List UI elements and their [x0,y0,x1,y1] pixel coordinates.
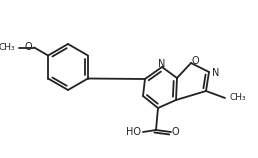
Text: CH₃: CH₃ [229,94,246,103]
Text: O: O [172,127,180,137]
Text: HO: HO [126,127,141,137]
Text: O: O [25,43,32,52]
Text: N: N [212,68,219,78]
Text: N: N [158,59,166,69]
Text: O: O [192,56,200,66]
Text: CH₃: CH₃ [0,43,15,52]
